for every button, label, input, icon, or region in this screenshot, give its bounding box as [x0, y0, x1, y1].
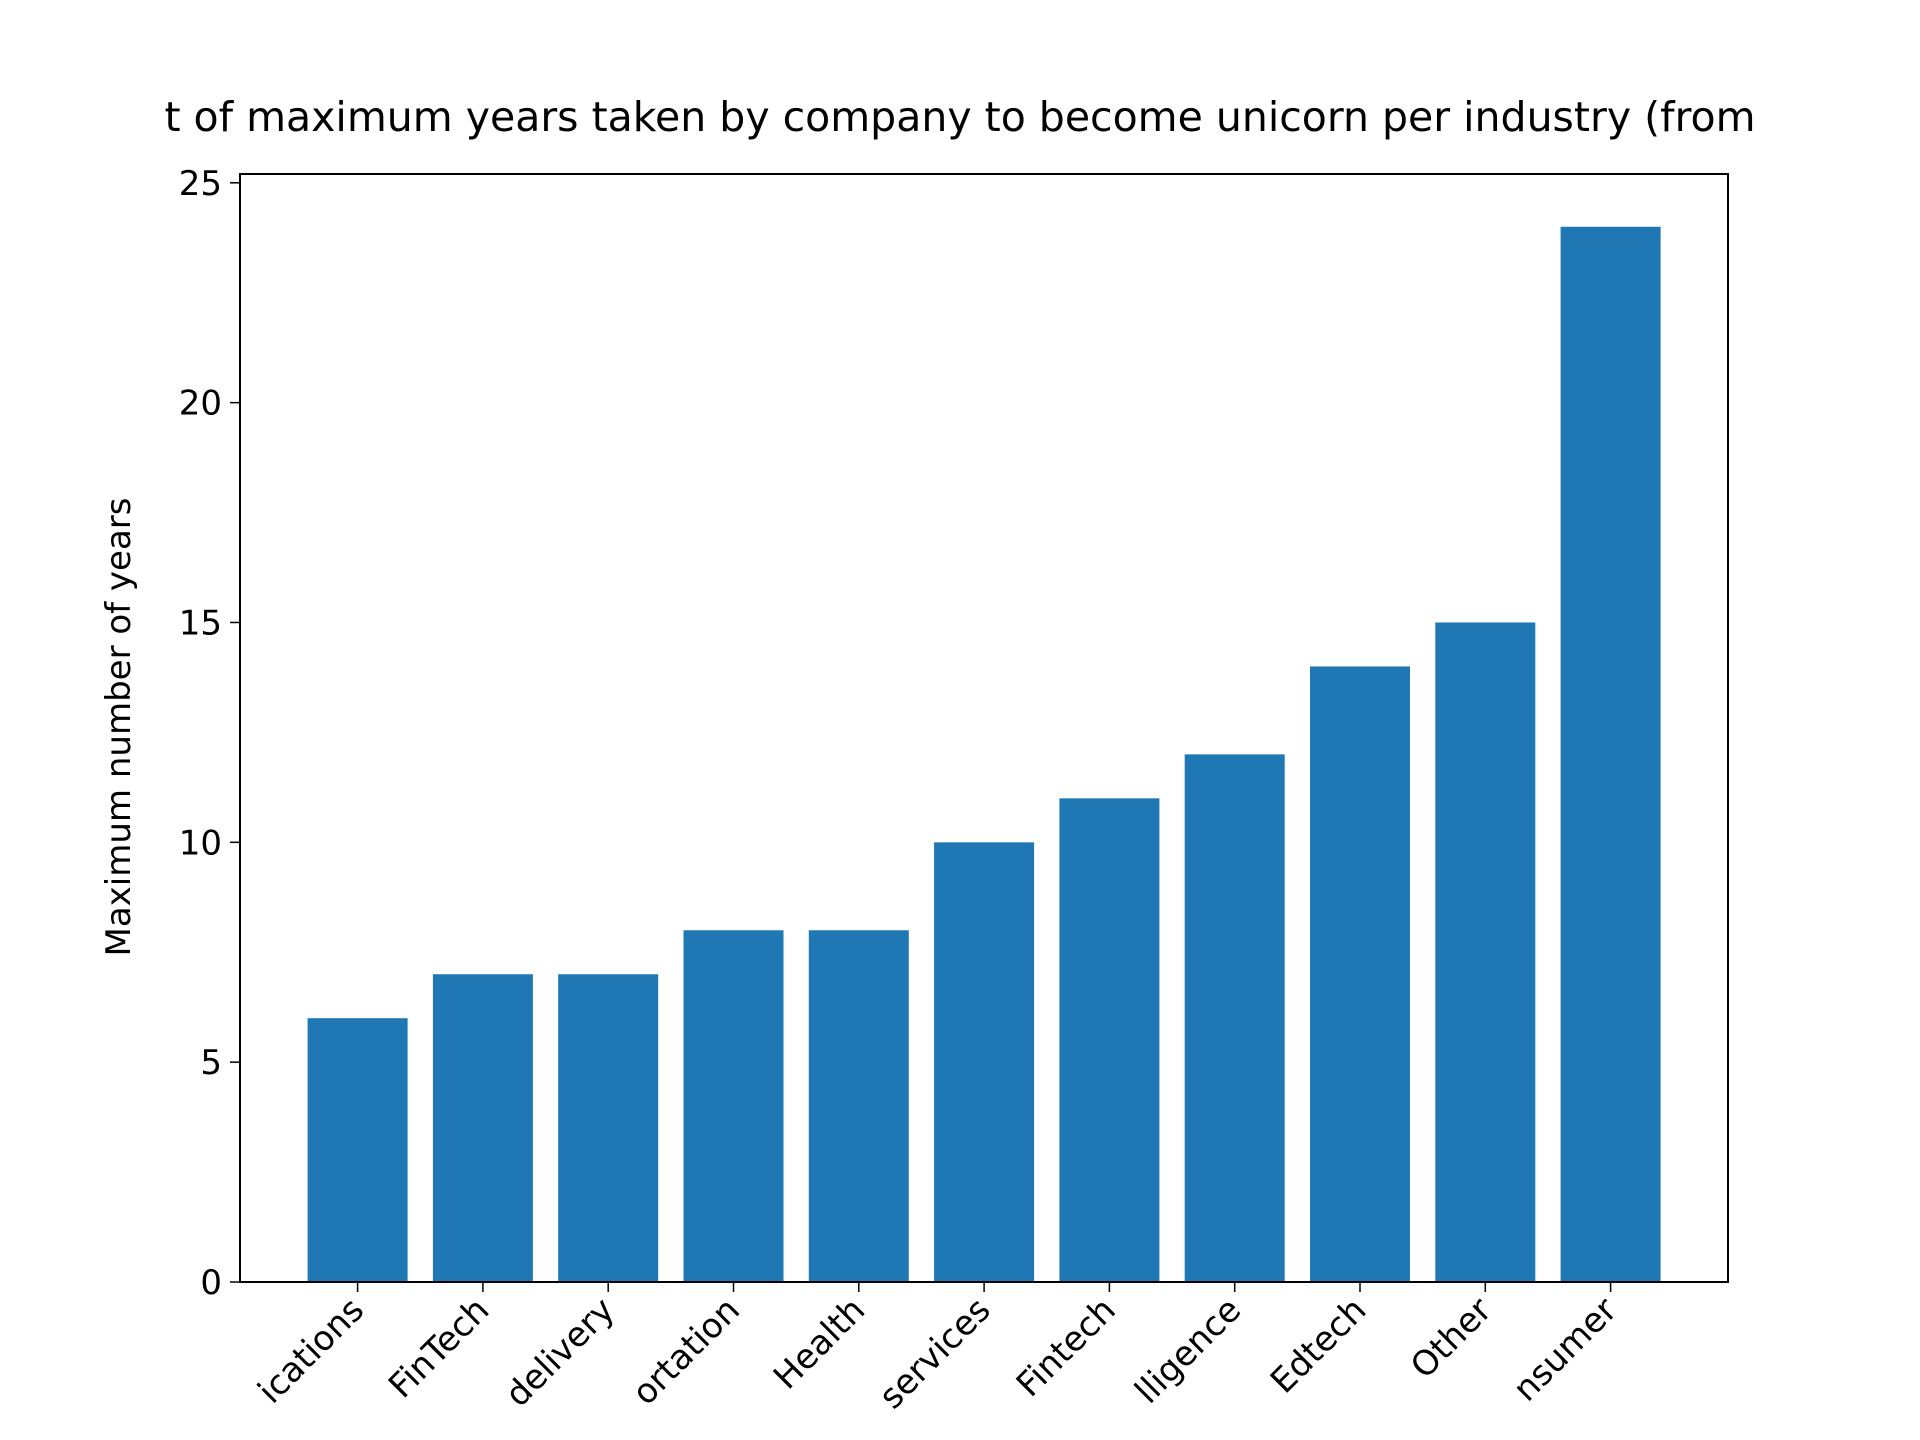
- bar: [808, 930, 909, 1282]
- y-tick-label: 5: [200, 1043, 222, 1083]
- bar: [1435, 622, 1536, 1282]
- chart-title: t of maximum years taken by company to b…: [164, 93, 1755, 141]
- bar: [1184, 754, 1285, 1282]
- plot-frame: [239, 173, 1729, 1283]
- bar: [683, 930, 784, 1282]
- bar: [1560, 226, 1661, 1282]
- y-tick-label: 10: [179, 823, 222, 863]
- bar: [1059, 798, 1160, 1282]
- bar: [1310, 666, 1410, 1282]
- y-tick-label: 15: [179, 603, 222, 643]
- y-tick-label: 25: [179, 164, 222, 204]
- bar: [307, 1018, 408, 1282]
- y-axis-label: Maximum number of years: [99, 498, 139, 957]
- y-tick-label: 20: [179, 384, 222, 424]
- bar: [432, 974, 533, 1282]
- bar: [558, 974, 659, 1282]
- bar: [934, 842, 1035, 1282]
- y-tick-label: 0: [200, 1263, 222, 1303]
